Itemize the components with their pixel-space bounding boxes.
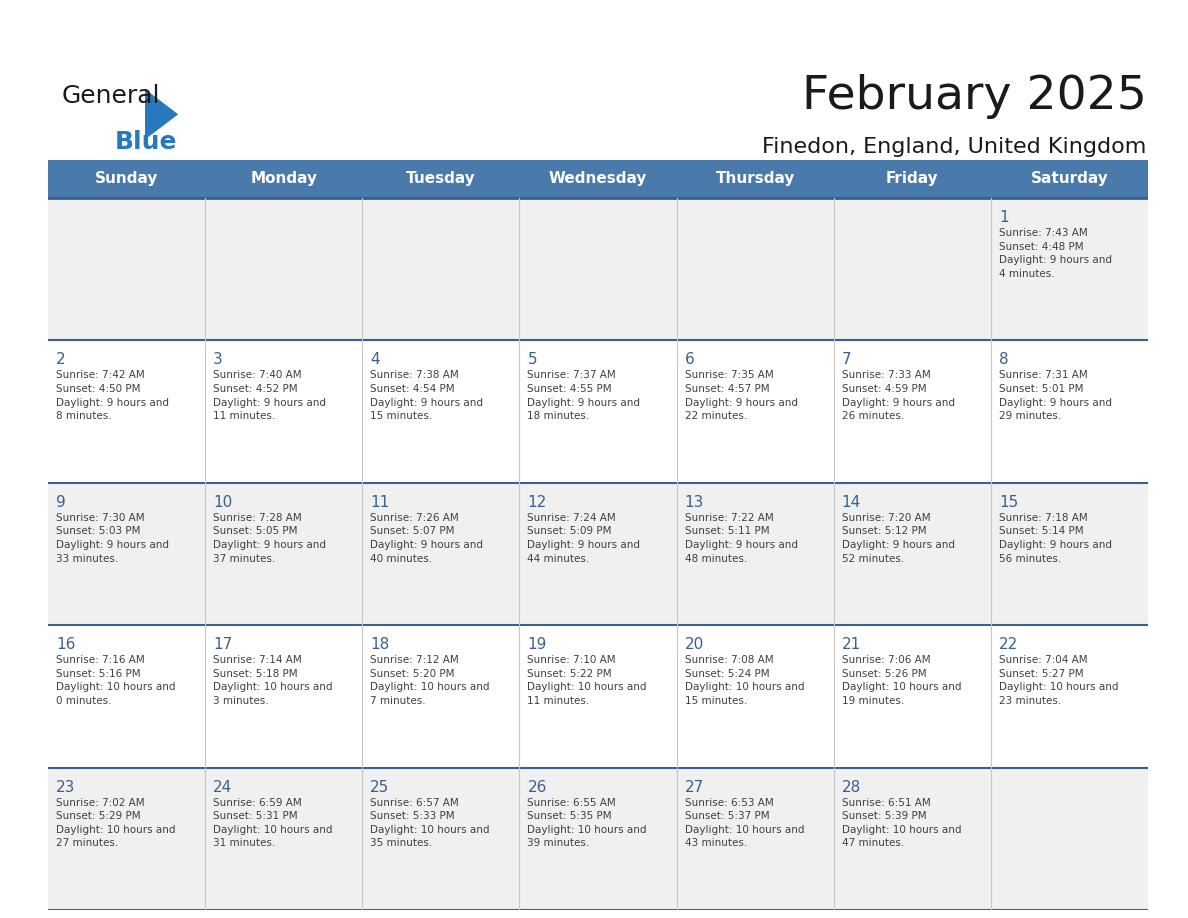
Text: Blue: Blue [115, 130, 178, 154]
Bar [48, 625, 1148, 767]
Text: Sunrise: 7:04 AM
Sunset: 5:27 PM
Daylight: 10 hours and
23 minutes.: Sunrise: 7:04 AM Sunset: 5:27 PM Dayligh… [999, 655, 1118, 706]
Text: 3: 3 [213, 353, 223, 367]
Text: 1: 1 [999, 210, 1009, 225]
Bar [48, 341, 1148, 483]
Text: 26: 26 [527, 779, 546, 795]
Text: 15: 15 [999, 495, 1018, 509]
Text: 22: 22 [999, 637, 1018, 652]
Text: Sunrise: 6:59 AM
Sunset: 5:31 PM
Daylight: 10 hours and
31 minutes.: Sunrise: 6:59 AM Sunset: 5:31 PM Dayligh… [213, 798, 333, 848]
Text: Sunrise: 7:38 AM
Sunset: 4:54 PM
Daylight: 9 hours and
15 minutes.: Sunrise: 7:38 AM Sunset: 4:54 PM Dayligh… [371, 370, 484, 421]
Text: Sunrise: 6:53 AM
Sunset: 5:37 PM
Daylight: 10 hours and
43 minutes.: Sunrise: 6:53 AM Sunset: 5:37 PM Dayligh… [684, 798, 804, 848]
Text: Sunrise: 7:42 AM
Sunset: 4:50 PM
Daylight: 9 hours and
8 minutes.: Sunrise: 7:42 AM Sunset: 4:50 PM Dayligh… [56, 370, 169, 421]
Text: Sunrise: 7:16 AM
Sunset: 5:16 PM
Daylight: 10 hours and
0 minutes.: Sunrise: 7:16 AM Sunset: 5:16 PM Dayligh… [56, 655, 176, 706]
Text: Sunrise: 6:51 AM
Sunset: 5:39 PM
Daylight: 10 hours and
47 minutes.: Sunrise: 6:51 AM Sunset: 5:39 PM Dayligh… [842, 798, 961, 848]
Text: Sunrise: 7:30 AM
Sunset: 5:03 PM
Daylight: 9 hours and
33 minutes.: Sunrise: 7:30 AM Sunset: 5:03 PM Dayligh… [56, 513, 169, 564]
Text: 9: 9 [56, 495, 65, 509]
Text: Friday: Friday [886, 172, 939, 186]
Text: 21: 21 [842, 637, 861, 652]
Text: 2: 2 [56, 353, 65, 367]
Text: 18: 18 [371, 637, 390, 652]
Text: 6: 6 [684, 353, 694, 367]
Text: Sunrise: 7:08 AM
Sunset: 5:24 PM
Daylight: 10 hours and
15 minutes.: Sunrise: 7:08 AM Sunset: 5:24 PM Dayligh… [684, 655, 804, 706]
Text: Sunrise: 7:18 AM
Sunset: 5:14 PM
Daylight: 9 hours and
56 minutes.: Sunrise: 7:18 AM Sunset: 5:14 PM Dayligh… [999, 513, 1112, 564]
Text: 19: 19 [527, 637, 546, 652]
Text: Sunrise: 7:06 AM
Sunset: 5:26 PM
Daylight: 10 hours and
19 minutes.: Sunrise: 7:06 AM Sunset: 5:26 PM Dayligh… [842, 655, 961, 706]
Bar [48, 198, 1148, 341]
Text: 25: 25 [371, 779, 390, 795]
Text: 12: 12 [527, 495, 546, 509]
Text: Monday: Monday [251, 172, 317, 186]
Text: Wednesday: Wednesday [549, 172, 647, 186]
Text: Sunday: Sunday [95, 172, 158, 186]
Text: Sunrise: 7:40 AM
Sunset: 4:52 PM
Daylight: 9 hours and
11 minutes.: Sunrise: 7:40 AM Sunset: 4:52 PM Dayligh… [213, 370, 327, 421]
Text: Sunrise: 6:57 AM
Sunset: 5:33 PM
Daylight: 10 hours and
35 minutes.: Sunrise: 6:57 AM Sunset: 5:33 PM Dayligh… [371, 798, 489, 848]
Text: 24: 24 [213, 779, 233, 795]
Text: Sunrise: 7:14 AM
Sunset: 5:18 PM
Daylight: 10 hours and
3 minutes.: Sunrise: 7:14 AM Sunset: 5:18 PM Dayligh… [213, 655, 333, 706]
Text: Sunrise: 7:22 AM
Sunset: 5:11 PM
Daylight: 9 hours and
48 minutes.: Sunrise: 7:22 AM Sunset: 5:11 PM Dayligh… [684, 513, 797, 564]
Text: Sunrise: 7:10 AM
Sunset: 5:22 PM
Daylight: 10 hours and
11 minutes.: Sunrise: 7:10 AM Sunset: 5:22 PM Dayligh… [527, 655, 647, 706]
Text: Tuesday: Tuesday [406, 172, 475, 186]
Text: Saturday: Saturday [1030, 172, 1108, 186]
Text: 13: 13 [684, 495, 704, 509]
Polygon shape [145, 89, 178, 140]
Text: 14: 14 [842, 495, 861, 509]
Bar [48, 767, 1148, 910]
Text: Finedon, England, United Kingdom: Finedon, England, United Kingdom [762, 137, 1146, 157]
Text: 17: 17 [213, 637, 233, 652]
Text: Sunrise: 7:37 AM
Sunset: 4:55 PM
Daylight: 9 hours and
18 minutes.: Sunrise: 7:37 AM Sunset: 4:55 PM Dayligh… [527, 370, 640, 421]
Text: 4: 4 [371, 353, 380, 367]
Text: 7: 7 [842, 353, 852, 367]
Text: Sunrise: 7:02 AM
Sunset: 5:29 PM
Daylight: 10 hours and
27 minutes.: Sunrise: 7:02 AM Sunset: 5:29 PM Dayligh… [56, 798, 176, 848]
Text: Sunrise: 7:33 AM
Sunset: 4:59 PM
Daylight: 9 hours and
26 minutes.: Sunrise: 7:33 AM Sunset: 4:59 PM Dayligh… [842, 370, 955, 421]
Text: 20: 20 [684, 637, 703, 652]
Text: Thursday: Thursday [715, 172, 795, 186]
Text: 5: 5 [527, 353, 537, 367]
Text: Sunrise: 7:12 AM
Sunset: 5:20 PM
Daylight: 10 hours and
7 minutes.: Sunrise: 7:12 AM Sunset: 5:20 PM Dayligh… [371, 655, 489, 706]
Bar [48, 483, 1148, 625]
Text: Sunrise: 7:20 AM
Sunset: 5:12 PM
Daylight: 9 hours and
52 minutes.: Sunrise: 7:20 AM Sunset: 5:12 PM Dayligh… [842, 513, 955, 564]
Text: 11: 11 [371, 495, 390, 509]
Text: 27: 27 [684, 779, 703, 795]
Text: Sunrise: 7:24 AM
Sunset: 5:09 PM
Daylight: 9 hours and
44 minutes.: Sunrise: 7:24 AM Sunset: 5:09 PM Dayligh… [527, 513, 640, 564]
Text: Sunrise: 7:28 AM
Sunset: 5:05 PM
Daylight: 9 hours and
37 minutes.: Sunrise: 7:28 AM Sunset: 5:05 PM Dayligh… [213, 513, 327, 564]
Text: Sunrise: 7:26 AM
Sunset: 5:07 PM
Daylight: 9 hours and
40 minutes.: Sunrise: 7:26 AM Sunset: 5:07 PM Dayligh… [371, 513, 484, 564]
Text: Sunrise: 7:35 AM
Sunset: 4:57 PM
Daylight: 9 hours and
22 minutes.: Sunrise: 7:35 AM Sunset: 4:57 PM Dayligh… [684, 370, 797, 421]
Text: Sunrise: 6:55 AM
Sunset: 5:35 PM
Daylight: 10 hours and
39 minutes.: Sunrise: 6:55 AM Sunset: 5:35 PM Dayligh… [527, 798, 647, 848]
Text: 28: 28 [842, 779, 861, 795]
Text: February 2025: February 2025 [802, 73, 1146, 119]
Text: Sunrise: 7:31 AM
Sunset: 5:01 PM
Daylight: 9 hours and
29 minutes.: Sunrise: 7:31 AM Sunset: 5:01 PM Dayligh… [999, 370, 1112, 421]
Text: 23: 23 [56, 779, 75, 795]
Text: Sunrise: 7:43 AM
Sunset: 4:48 PM
Daylight: 9 hours and
4 minutes.: Sunrise: 7:43 AM Sunset: 4:48 PM Dayligh… [999, 228, 1112, 279]
Text: 10: 10 [213, 495, 233, 509]
Text: 8: 8 [999, 353, 1009, 367]
Text: General: General [62, 84, 160, 108]
Text: 16: 16 [56, 637, 75, 652]
Bar [48, 160, 1148, 198]
